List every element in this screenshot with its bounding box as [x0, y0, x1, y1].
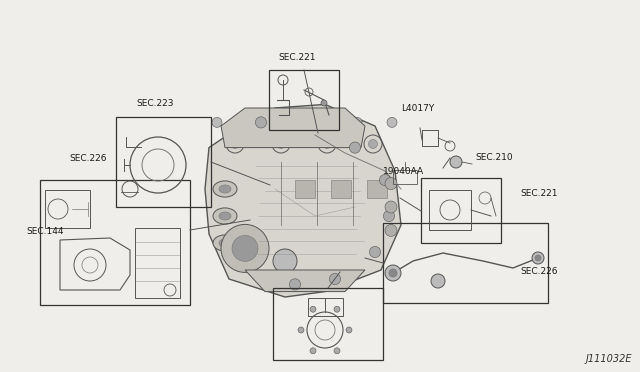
Circle shape [369, 140, 378, 148]
Bar [308, 298, 343, 316]
Circle shape [255, 117, 267, 128]
Polygon shape [245, 270, 365, 292]
Circle shape [535, 255, 541, 261]
Bar [135, 228, 180, 298]
Bar [429, 190, 471, 230]
Circle shape [273, 249, 297, 273]
Circle shape [232, 235, 258, 262]
Circle shape [383, 211, 395, 222]
Text: SEC.223: SEC.223 [136, 99, 173, 108]
Circle shape [247, 118, 257, 127]
Polygon shape [221, 108, 365, 148]
Circle shape [346, 327, 352, 333]
Circle shape [321, 100, 327, 106]
Ellipse shape [213, 235, 237, 251]
Circle shape [532, 252, 544, 264]
Text: SEC.226: SEC.226 [520, 267, 557, 276]
Circle shape [450, 156, 462, 168]
Bar [269, 70, 339, 130]
Text: SEC.226: SEC.226 [69, 154, 107, 163]
Circle shape [385, 177, 397, 190]
Bar [116, 117, 211, 207]
Text: 19040AA: 19040AA [383, 167, 424, 176]
Circle shape [334, 306, 340, 312]
Ellipse shape [219, 212, 231, 220]
Text: SEC.221: SEC.221 [278, 53, 316, 62]
Text: SEC.144: SEC.144 [26, 228, 63, 237]
Circle shape [352, 118, 362, 127]
Circle shape [298, 327, 304, 333]
Ellipse shape [219, 185, 231, 193]
Circle shape [387, 118, 397, 127]
Circle shape [334, 348, 340, 354]
Text: SEC.210: SEC.210 [475, 154, 513, 163]
Circle shape [385, 224, 397, 236]
Ellipse shape [213, 208, 237, 224]
Bar [295, 180, 315, 198]
Circle shape [221, 224, 269, 272]
Text: L4017Y: L4017Y [401, 104, 435, 113]
Bar [383, 223, 548, 303]
Text: J111032E: J111032E [586, 354, 632, 364]
Bar [393, 170, 417, 184]
Circle shape [330, 273, 340, 285]
Polygon shape [205, 105, 401, 297]
Bar [367, 180, 387, 198]
Circle shape [276, 140, 285, 148]
Circle shape [289, 279, 301, 290]
Circle shape [310, 306, 316, 312]
Circle shape [230, 140, 239, 148]
Circle shape [389, 269, 397, 277]
Bar [273, 288, 383, 360]
Ellipse shape [219, 239, 231, 247]
Bar [45, 190, 90, 228]
Text: SEC.221: SEC.221 [520, 189, 557, 199]
Bar [40, 180, 190, 305]
Circle shape [212, 118, 222, 127]
Circle shape [369, 246, 381, 257]
Circle shape [385, 201, 397, 213]
Bar [331, 180, 351, 198]
Bar [421, 178, 501, 243]
Circle shape [431, 274, 445, 288]
Circle shape [317, 118, 327, 127]
Circle shape [282, 118, 292, 127]
Ellipse shape [213, 181, 237, 197]
Circle shape [385, 265, 401, 281]
Circle shape [310, 348, 316, 354]
Circle shape [349, 142, 360, 153]
Circle shape [380, 174, 390, 186]
Circle shape [323, 140, 332, 148]
